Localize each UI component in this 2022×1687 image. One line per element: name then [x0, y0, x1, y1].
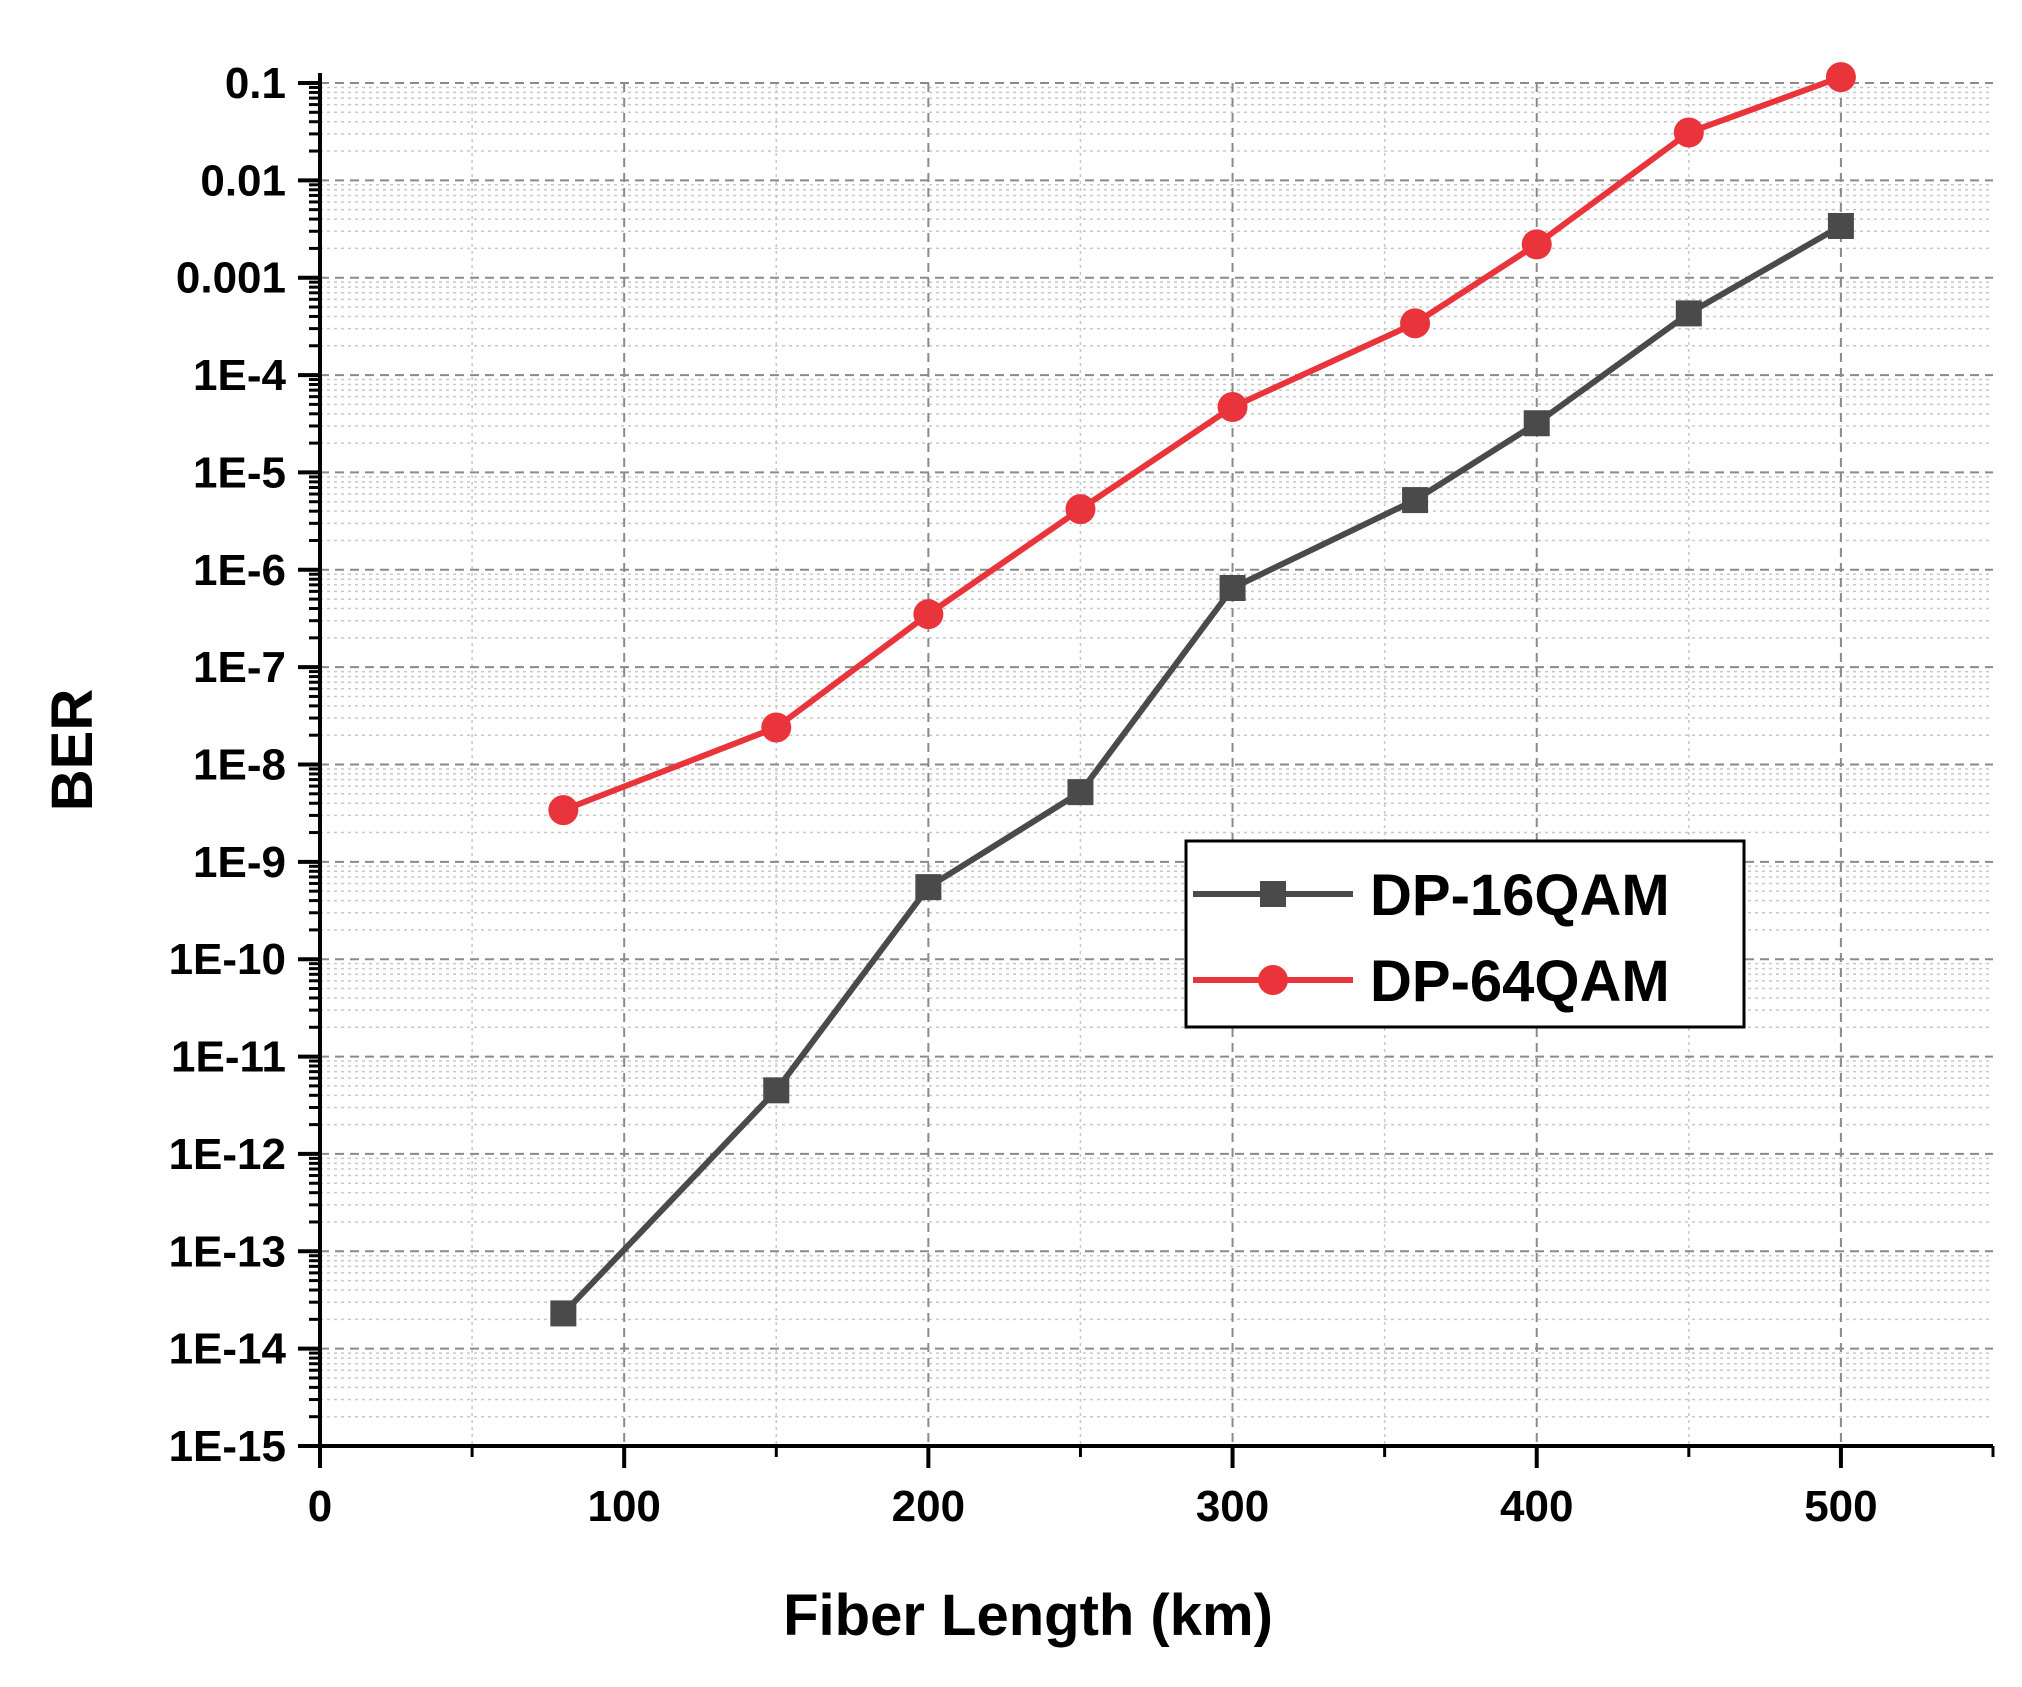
- data-point: [1402, 487, 1429, 514]
- x-tick-label: 500: [1804, 1482, 1877, 1531]
- x-tick-label: 100: [587, 1482, 660, 1531]
- y-tick-label: 1E-4: [193, 351, 286, 400]
- y-tick-label: 1E-14: [169, 1325, 287, 1374]
- legend-label: DP-64QAM: [1370, 949, 1670, 1014]
- data-point: [1217, 391, 1248, 422]
- series-dp-16qam: [550, 212, 1854, 1327]
- data-point: [763, 1077, 790, 1104]
- y-tick-label: 1E-6: [193, 546, 286, 595]
- data-point: [915, 874, 942, 901]
- axes: [318, 73, 1993, 1448]
- data-point: [1673, 117, 1704, 148]
- data-point: [548, 795, 579, 826]
- data-point: [913, 599, 944, 630]
- y-tick-label: 1E-8: [193, 741, 286, 790]
- y-tick-label: 1E-10: [169, 935, 286, 984]
- y-tick-label: 1E-12: [169, 1130, 286, 1179]
- legend-marker: [1258, 965, 1288, 995]
- x-axis-title: Fiber Length (km): [783, 1583, 1273, 1648]
- x-tick-label: 400: [1500, 1482, 1573, 1531]
- data-point: [1067, 779, 1094, 806]
- data-point: [1675, 300, 1702, 327]
- data-point: [1521, 229, 1552, 260]
- y-tick-label: 1E-7: [193, 643, 286, 692]
- y-tick-label: 1E-9: [193, 838, 286, 887]
- x-tick-label: 200: [892, 1482, 965, 1531]
- data-point: [550, 1300, 577, 1327]
- x-tick-label: 300: [1196, 1482, 1269, 1531]
- y-tick-label: 1E-15: [169, 1422, 286, 1471]
- legend: DP-16QAM DP-64QAM: [1184, 839, 1746, 1029]
- series-dp-64qam: [548, 62, 1856, 826]
- data-point: [1219, 574, 1246, 601]
- legend-box: [1184, 839, 1746, 1029]
- series: [548, 62, 1856, 1327]
- data-point: [1523, 410, 1550, 437]
- ticks: 0.1 0.01 0.001 1E-4 1E-5 1E-6 1E-7 1E-8 1E-9 1E-1…: [169, 59, 1995, 1531]
- y-axis-title: BER: [40, 689, 105, 811]
- data-point: [1065, 494, 1096, 525]
- data-point: [1827, 212, 1854, 239]
- y-tick-label: 0.001: [176, 254, 286, 303]
- data-point: [761, 712, 792, 743]
- x-tick-label: 0: [308, 1482, 332, 1531]
- data-point: [1825, 62, 1856, 93]
- y-tick-label: 1E-13: [169, 1227, 286, 1276]
- y-tick-label: 0.01: [200, 156, 286, 205]
- y-tick-label: 0.1: [225, 59, 286, 108]
- y-tick-label: 1E-5: [193, 448, 286, 497]
- legend-label: DP-16QAM: [1370, 863, 1670, 928]
- legend-marker: [1260, 881, 1286, 907]
- data-point: [1400, 308, 1431, 339]
- y-tick-label: 1E-11: [171, 1033, 286, 1082]
